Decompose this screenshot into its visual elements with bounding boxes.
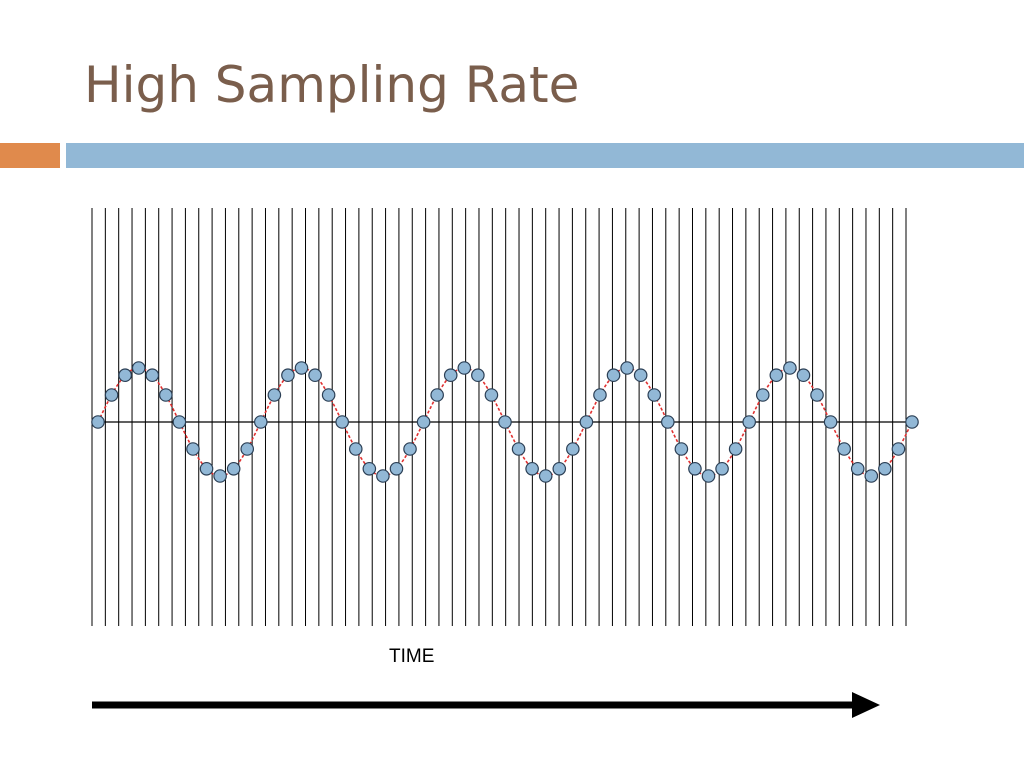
sample-point bbox=[593, 388, 607, 402]
sample-point bbox=[498, 415, 512, 429]
sample-point bbox=[376, 469, 390, 483]
sample-point bbox=[335, 415, 349, 429]
sample-point bbox=[403, 442, 417, 456]
time-axis-label: TIME bbox=[389, 646, 435, 667]
sample-point bbox=[159, 388, 173, 402]
sample-point bbox=[294, 361, 309, 375]
sample-point bbox=[783, 361, 797, 375]
sample-point bbox=[267, 388, 282, 402]
sample-point bbox=[471, 368, 485, 383]
sample-point bbox=[755, 388, 770, 402]
sample-point bbox=[511, 442, 526, 456]
sample-point bbox=[118, 368, 132, 383]
sample-point bbox=[796, 368, 811, 383]
sample-point bbox=[864, 469, 879, 483]
sample-point bbox=[131, 361, 146, 375]
sample-point bbox=[362, 461, 377, 476]
sample-point bbox=[905, 415, 919, 429]
sample-point bbox=[606, 368, 621, 383]
sample-point bbox=[213, 469, 227, 483]
sample-point bbox=[416, 415, 431, 429]
sample-point bbox=[891, 442, 906, 456]
sample-point bbox=[633, 368, 648, 383]
sample-point bbox=[308, 368, 322, 383]
sample-point bbox=[145, 368, 160, 383]
sample-point bbox=[443, 368, 458, 383]
sample-point bbox=[172, 415, 187, 429]
sample-point bbox=[660, 415, 675, 429]
sample-point bbox=[321, 388, 336, 402]
sample-point bbox=[552, 461, 567, 476]
sample-point bbox=[538, 469, 553, 483]
time-arrow bbox=[92, 692, 880, 718]
title-rule-bar bbox=[66, 143, 1024, 168]
sample-point bbox=[688, 461, 702, 476]
sample-point bbox=[348, 442, 363, 456]
sample-point bbox=[823, 415, 838, 429]
sample-point bbox=[525, 461, 539, 476]
sample-point bbox=[837, 442, 851, 456]
sampling-lines bbox=[91, 208, 907, 626]
sample-point bbox=[457, 361, 472, 375]
sample-point bbox=[484, 388, 499, 402]
slide-title: High Sampling Rate bbox=[84, 56, 580, 114]
arrow-head-icon bbox=[852, 692, 880, 718]
sample-point bbox=[253, 415, 268, 429]
sample-point bbox=[226, 461, 241, 476]
sample-point bbox=[199, 461, 214, 476]
sample-point bbox=[850, 461, 865, 476]
sample-point bbox=[742, 415, 756, 429]
sample-point bbox=[186, 442, 200, 456]
sample-point bbox=[620, 361, 634, 375]
sample-point bbox=[566, 442, 580, 456]
sample-point bbox=[715, 461, 729, 476]
accent-bar bbox=[0, 143, 60, 168]
sample-point bbox=[810, 388, 824, 402]
sample-point bbox=[281, 368, 295, 383]
sample-points bbox=[91, 361, 919, 483]
sample-point bbox=[647, 388, 662, 402]
sample-point bbox=[430, 388, 444, 402]
sample-point bbox=[104, 388, 119, 402]
sample-point bbox=[674, 442, 689, 456]
sample-point bbox=[240, 442, 255, 456]
sample-point bbox=[579, 415, 594, 429]
sample-point bbox=[878, 461, 892, 476]
sample-point bbox=[769, 368, 784, 383]
sample-point bbox=[91, 415, 105, 429]
sample-point bbox=[389, 461, 404, 476]
sample-point bbox=[701, 469, 716, 483]
sample-point bbox=[728, 442, 743, 456]
